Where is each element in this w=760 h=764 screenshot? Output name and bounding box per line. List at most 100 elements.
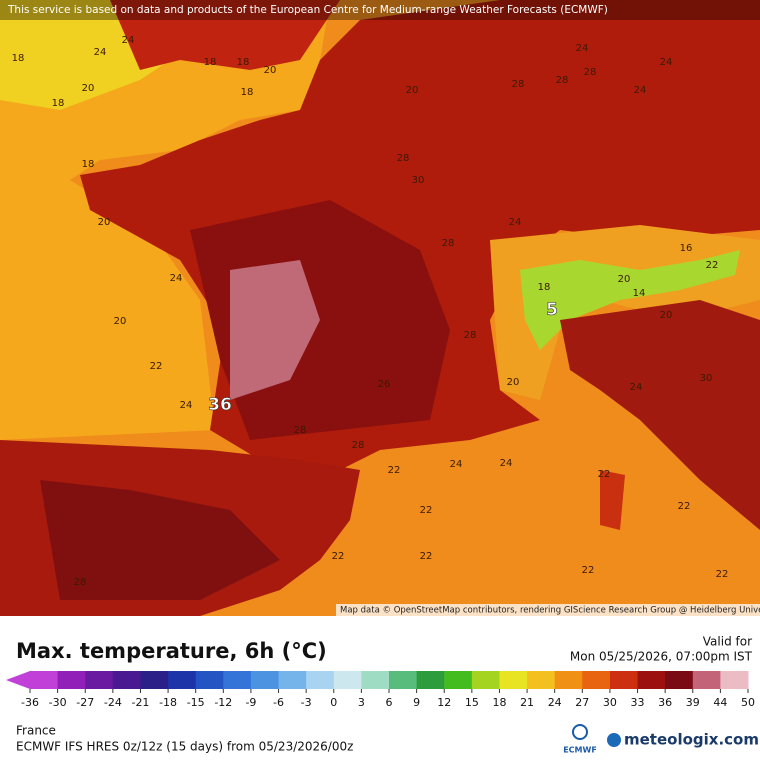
map-label: 18: [82, 159, 95, 170]
colorbar-segment: [223, 671, 252, 689]
map-label: 20: [618, 274, 631, 285]
map-label: 24: [170, 273, 183, 284]
map-label: 22: [388, 465, 401, 476]
colorbar-segment: [582, 671, 611, 689]
map-label: 20: [264, 65, 277, 76]
map-label: 18: [538, 282, 551, 293]
map-labels: 24 24 20 18 18 18 20 18 18 24 28 28 24 24 28 20 18 20 20 24…: [12, 35, 729, 588]
colorbar-label: 3: [358, 696, 365, 709]
colorbar-label: 27: [575, 696, 589, 709]
colorbar-label: -9: [245, 696, 256, 709]
colorbar-segment: [692, 671, 721, 689]
colorbar-segment: [444, 671, 473, 689]
colorbar-label: -15: [187, 696, 205, 709]
colorbar-label: 44: [713, 696, 727, 709]
map-label: 24: [634, 85, 647, 96]
map-label: 22: [150, 361, 163, 372]
map-label: 18: [204, 57, 217, 68]
ecmwf: ECMWF: [563, 746, 597, 755]
map-label: 28: [464, 330, 477, 341]
england: [110, 0, 340, 70]
map-label: 24: [660, 57, 673, 68]
colorbar-label: -27: [76, 696, 94, 709]
colorbar-label: 39: [686, 696, 700, 709]
map-label: 24: [509, 217, 522, 228]
colorbar-label: -21: [131, 696, 149, 709]
map-label: 28: [352, 440, 365, 451]
colorbar-label: 21: [520, 696, 534, 709]
map-label: 22: [420, 505, 433, 516]
colorbar-segment: [195, 671, 224, 689]
colorbar-segment: [609, 671, 639, 689]
attribution-bg: [336, 604, 760, 616]
region: France: [16, 724, 56, 738]
map-label: 22: [598, 469, 611, 480]
map-label: 28: [74, 577, 87, 588]
colorbar-label: 12: [437, 696, 451, 709]
colorbar-end: [747, 671, 748, 689]
map-label: 30: [412, 175, 425, 186]
map-label: 24: [122, 35, 135, 46]
map-label: 22: [420, 551, 433, 562]
map-label: 28: [556, 75, 569, 86]
map-label: 24: [500, 458, 513, 469]
colorbar-segment: [85, 671, 114, 689]
map-label: 24: [450, 459, 463, 470]
map-label: 20: [114, 316, 127, 327]
colorbar-label: 18: [492, 696, 506, 709]
atlantic: [0, 0, 330, 440]
colorbar-label: 6: [386, 696, 393, 709]
spain-core: [40, 480, 280, 600]
brand: meteologix.com: [624, 731, 759, 749]
colorbar-segment: [140, 671, 169, 689]
colorbar-label: 30: [603, 696, 617, 709]
map-label: 18: [52, 98, 65, 109]
map-label: 24: [180, 400, 193, 411]
colorbar-segment: [554, 671, 583, 689]
colorbar-label: -6: [273, 696, 284, 709]
map-label-highlight: 36: [208, 395, 232, 415]
ecmwf-logo: [572, 724, 588, 740]
colorbar-label: 33: [631, 696, 645, 709]
italy: [560, 300, 760, 530]
map-label-highlight: 5: [546, 300, 558, 320]
colorbar-segment: [527, 671, 556, 689]
map-label: 28: [397, 153, 410, 164]
map-label: 22: [678, 501, 691, 512]
map-label: 28: [442, 238, 455, 249]
attribution: Map data © OpenStreetMap contributors, r…: [340, 606, 760, 616]
colorbar-segment: [306, 671, 335, 689]
colorbar-label: -3: [301, 696, 312, 709]
colorbar-segment: [361, 671, 390, 689]
colorbar-label: 9: [413, 696, 420, 709]
colorbar-segment: [416, 671, 445, 689]
corsica: [600, 470, 625, 530]
colorbar-segment: [333, 671, 362, 689]
valid-label: Valid for: [703, 635, 752, 649]
alps-cool: [520, 250, 740, 350]
colorbar-segment: [278, 671, 307, 689]
notice-bg: [0, 0, 760, 20]
colorbar-start: [6, 671, 30, 689]
colorbar-segment: [637, 671, 666, 689]
colorbar-label: -36: [21, 696, 39, 709]
map-label: 30: [700, 373, 713, 384]
colorbar-segment: [720, 671, 749, 689]
colorbar-segment: [471, 671, 500, 689]
colorbar-label: 0: [330, 696, 337, 709]
map-label: 20: [98, 217, 111, 228]
map-label: 22: [582, 565, 595, 576]
colorbar-label: 50: [741, 696, 755, 709]
colorbar: -36 -30 -27 -24 -21 -18 -15 -12 -9 -6 -3 0 3 6 9 12 15 18…: [6, 671, 755, 709]
colorbar-segment: [389, 671, 418, 689]
colorbar-label: 36: [658, 696, 672, 709]
map-label: 20: [507, 377, 520, 388]
colorbar-label: -30: [49, 696, 67, 709]
map-label: 20: [406, 85, 419, 96]
title: Max. temperature, 6h (°C): [16, 639, 327, 663]
hottest-zone: [230, 260, 320, 400]
colorbar-label: 15: [465, 696, 479, 709]
model-info: ECMWF IFS HRES 0z/12z (15 days) from 05/…: [16, 740, 353, 754]
colorbar-segment: [30, 671, 59, 689]
